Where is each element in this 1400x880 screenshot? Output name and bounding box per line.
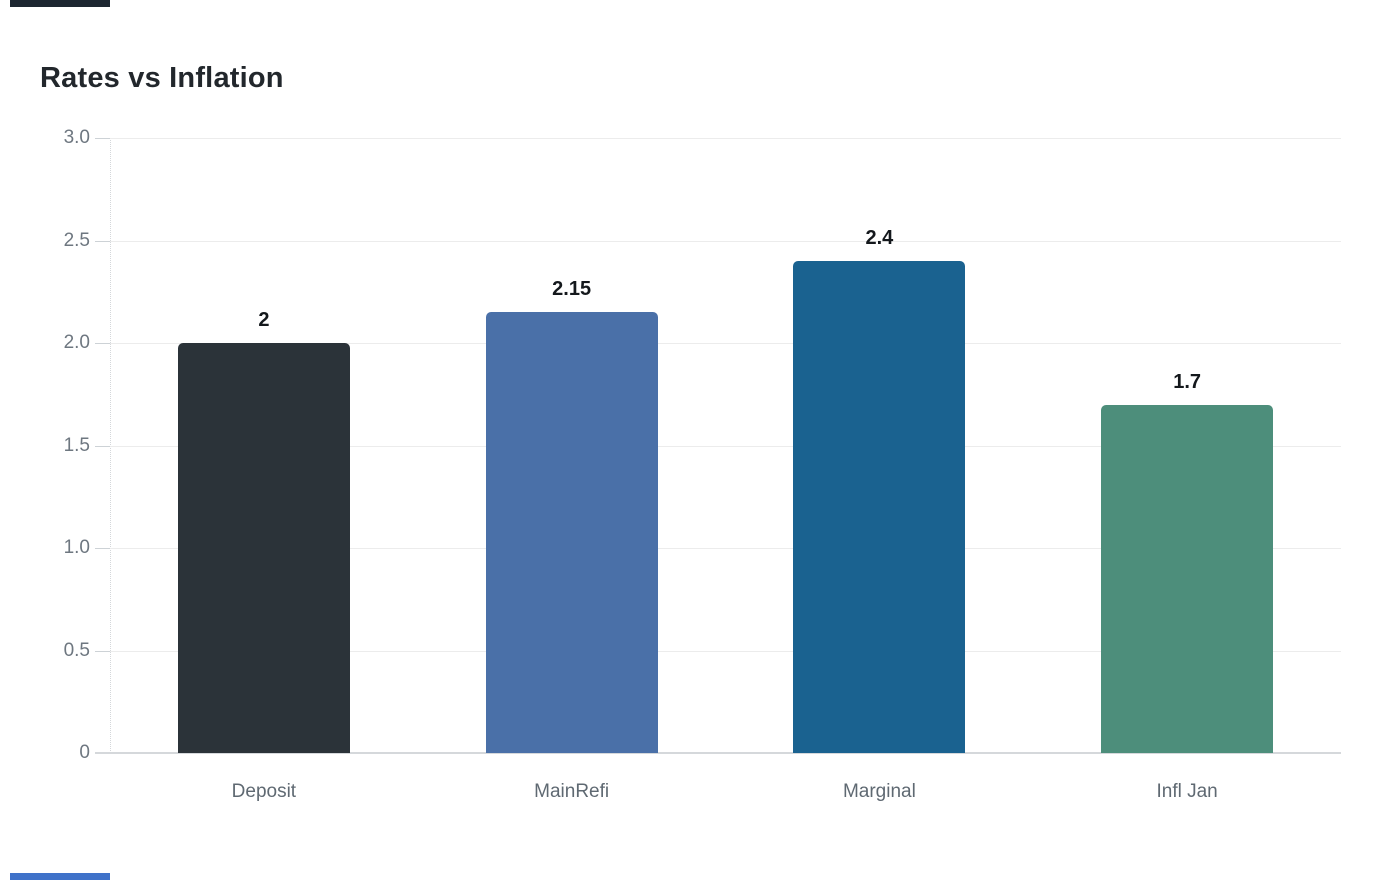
value-label-marginal: 2.4 (865, 227, 894, 249)
gridline-y-3.0 (110, 138, 1341, 139)
bar-chart-plot-area: 0 0.5 1.0 1.5 2.0 2.5 3.0 2 Deposit 2.15 MainRefi… (64, 127, 1341, 802)
gridline-y-1.5 (110, 445, 1341, 447)
x-axis-label-infl-jan: Infl Jan (1156, 781, 1218, 802)
value-label-deposit: 2 (258, 309, 270, 331)
y-tick-mark (95, 240, 110, 242)
y-tick-mark (95, 343, 110, 344)
gridline-y-2.5 (110, 240, 1341, 242)
y-axis-tick-label: 0.5 (63, 639, 90, 661)
x-axis-label-deposit: Deposit (231, 781, 297, 802)
y-tick-mark (95, 650, 110, 652)
gridline-y-1.0 (110, 548, 1341, 549)
y-tick-mark (95, 138, 110, 139)
gridline-y-0.5 (110, 650, 1341, 652)
bar-infl-jan[interactable] (1101, 404, 1274, 753)
value-label-mainrefi: 2.15 (552, 278, 592, 301)
gridline-y-0 (95, 752, 1341, 754)
x-axis-label-mainrefi: MainRefi (534, 781, 610, 802)
y-tick-mark (95, 548, 110, 549)
y-axis-tick-label: 3.0 (63, 127, 90, 148)
chart-title: Rates vs Inflation (40, 62, 284, 94)
y-axis-tick-label: 1.0 (63, 537, 90, 558)
y-axis-tick-label: 1.5 (63, 434, 90, 456)
bottom-edge-strip (10, 873, 110, 880)
bar-deposit[interactable] (177, 343, 350, 753)
bar-marginal[interactable] (793, 261, 966, 753)
x-axis-label-marginal: Marginal (842, 781, 916, 802)
top-edge-strip (10, 0, 110, 7)
y-tick-mark (95, 445, 110, 447)
bar-mainrefi[interactable] (485, 312, 658, 753)
gridline-y-2.0 (110, 343, 1341, 344)
y-axis-tick-label: 0 (79, 742, 90, 763)
y-axis-tick-label: 2.0 (63, 332, 90, 353)
y-axis-tick-label: 2.5 (63, 229, 90, 251)
value-label-infl-jan: 1.7 (1173, 370, 1202, 393)
